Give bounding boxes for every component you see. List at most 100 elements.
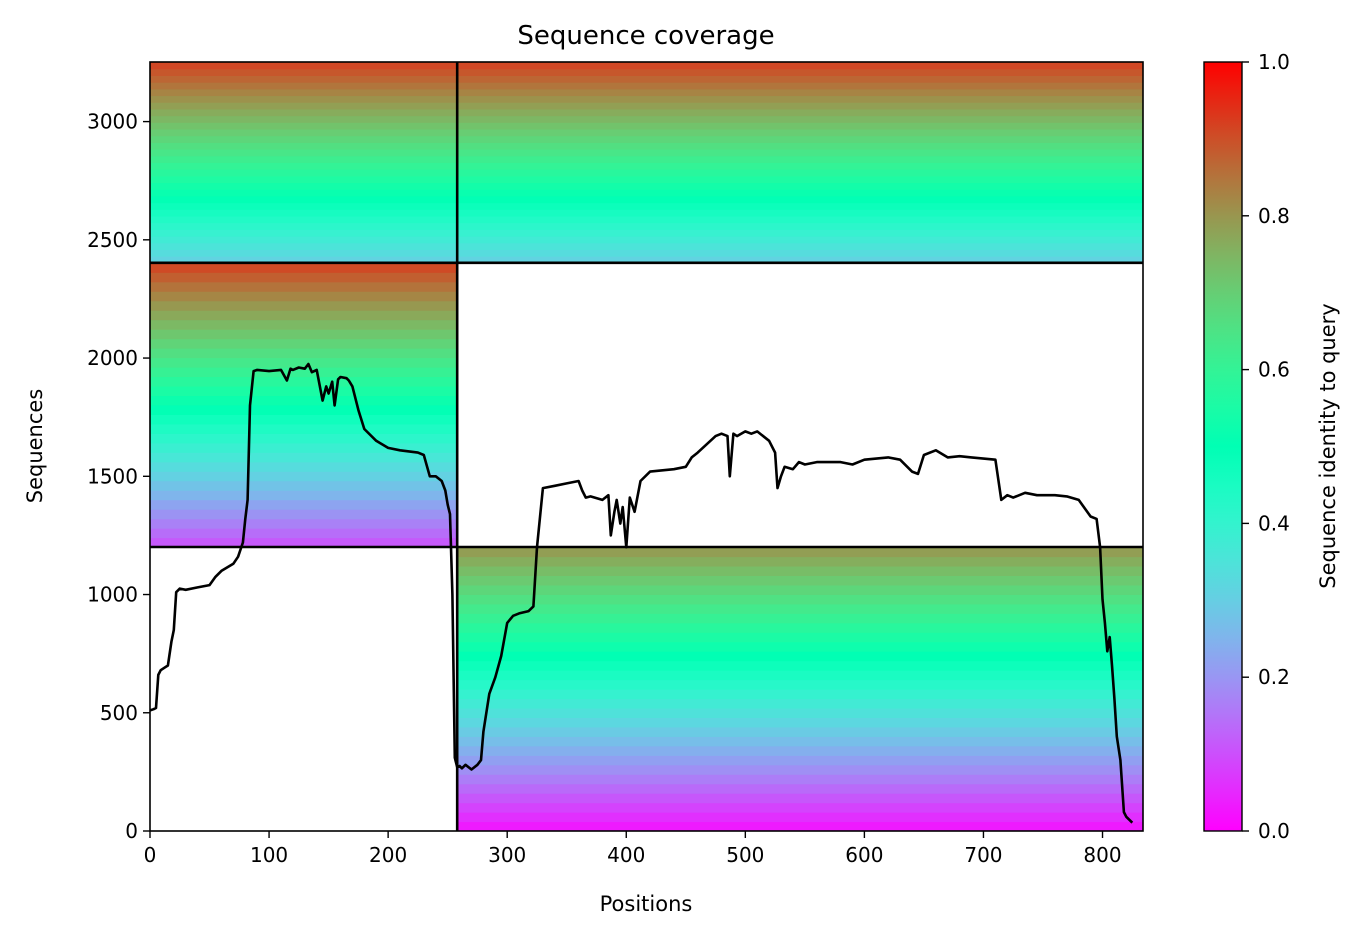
plot-frame (149, 61, 1144, 832)
y-tick-label: 1500 (87, 464, 138, 488)
chart-title: Sequence coverage (517, 21, 774, 51)
identity-band (150, 235, 458, 244)
identity-band (150, 291, 458, 302)
identity-band (457, 755, 1143, 766)
identity-band (150, 256, 458, 264)
identity-band (150, 115, 458, 123)
identity-band (150, 155, 458, 163)
identity-band (457, 556, 1143, 567)
x-tick-label: 600 (845, 843, 883, 867)
identity-band (457, 632, 1143, 643)
plot-area (150, 62, 1143, 831)
x-tick-label: 0 (144, 843, 157, 867)
identity-band (150, 209, 458, 217)
block-top-right (457, 62, 1143, 264)
identity-band (457, 641, 1143, 652)
identity-band (457, 102, 1143, 110)
identity-band (457, 135, 1143, 143)
identity-band (457, 575, 1143, 586)
identity-band (457, 75, 1143, 83)
identity-band (457, 256, 1143, 264)
identity-band (150, 423, 458, 434)
identity-band (150, 82, 458, 90)
colorbar-tick-label: 0.6 (1258, 358, 1290, 382)
identity-band (457, 651, 1143, 662)
identity-band (150, 509, 458, 520)
colorbar-tick-label: 0.4 (1258, 511, 1290, 535)
identity-band (150, 490, 458, 501)
colorbar-tick-label: 0.8 (1258, 204, 1290, 228)
identity-band (150, 366, 458, 378)
identity-band (457, 229, 1143, 237)
identity-band (150, 442, 458, 453)
identity-band (150, 195, 458, 204)
identity-band (150, 142, 458, 150)
identity-band (150, 433, 458, 444)
identity-band (457, 764, 1143, 775)
identity-band (150, 348, 458, 359)
block-middle-left (150, 262, 458, 548)
coverage-blocks (150, 62, 1143, 831)
y-tick-label: 500 (100, 701, 138, 725)
colorbar-ticks: 0.0 0.2 0.4 0.6 0.8 1.0 (1242, 50, 1290, 843)
identity-band (457, 95, 1143, 103)
identity-band (457, 745, 1143, 756)
colorbar-tick-label: 1.0 (1258, 50, 1290, 74)
identity-band (457, 660, 1143, 671)
colorbar-label: Sequence identity to query (1316, 303, 1340, 588)
identity-band (457, 736, 1143, 747)
x-tick-label: 300 (488, 843, 526, 867)
identity-band (457, 235, 1143, 244)
identity-band (150, 162, 458, 170)
identity-band (457, 209, 1143, 217)
identity-band (457, 812, 1143, 823)
identity-band (457, 821, 1143, 831)
identity-band (150, 202, 458, 210)
identity-band (457, 594, 1143, 605)
identity-band (150, 62, 458, 70)
identity-band (457, 169, 1143, 177)
identity-band (457, 68, 1143, 76)
identity-band (150, 242, 458, 250)
identity-band (150, 480, 458, 491)
identity-band (457, 82, 1143, 90)
block-dividers (150, 62, 1143, 831)
identity-band (150, 518, 458, 529)
identity-band (457, 215, 1143, 224)
identity-band (457, 142, 1143, 150)
identity-band (150, 95, 458, 103)
identity-band (150, 319, 458, 330)
identity-band (150, 229, 458, 237)
identity-band (457, 603, 1143, 614)
identity-band (457, 622, 1143, 633)
y-tick-label: 0 (125, 819, 138, 843)
identity-band (457, 62, 1143, 70)
identity-band (150, 68, 458, 76)
identity-band (457, 802, 1143, 813)
identity-band (150, 452, 458, 463)
colorbar (1203, 61, 1243, 832)
identity-band (457, 783, 1143, 794)
identity-band (150, 281, 458, 292)
identity-band (457, 162, 1143, 170)
identity-band (457, 148, 1143, 157)
identity-band (457, 155, 1143, 163)
identity-band (457, 679, 1143, 690)
identity-band (150, 222, 458, 230)
identity-band (457, 115, 1143, 123)
identity-band (150, 310, 458, 321)
x-tick-label: 100 (250, 843, 288, 867)
x-tick-label: 700 (964, 843, 1002, 867)
identity-band (150, 404, 458, 415)
y-tick-label: 2000 (87, 346, 138, 370)
block-top-left (150, 62, 458, 264)
identity-band (150, 182, 458, 190)
identity-band (150, 175, 458, 184)
identity-band (150, 461, 458, 472)
coverage-line (150, 362, 1134, 824)
identity-band (150, 249, 458, 257)
identity-band (150, 376, 458, 387)
y-tick-label: 3000 (87, 110, 138, 134)
identity-band (150, 128, 458, 137)
